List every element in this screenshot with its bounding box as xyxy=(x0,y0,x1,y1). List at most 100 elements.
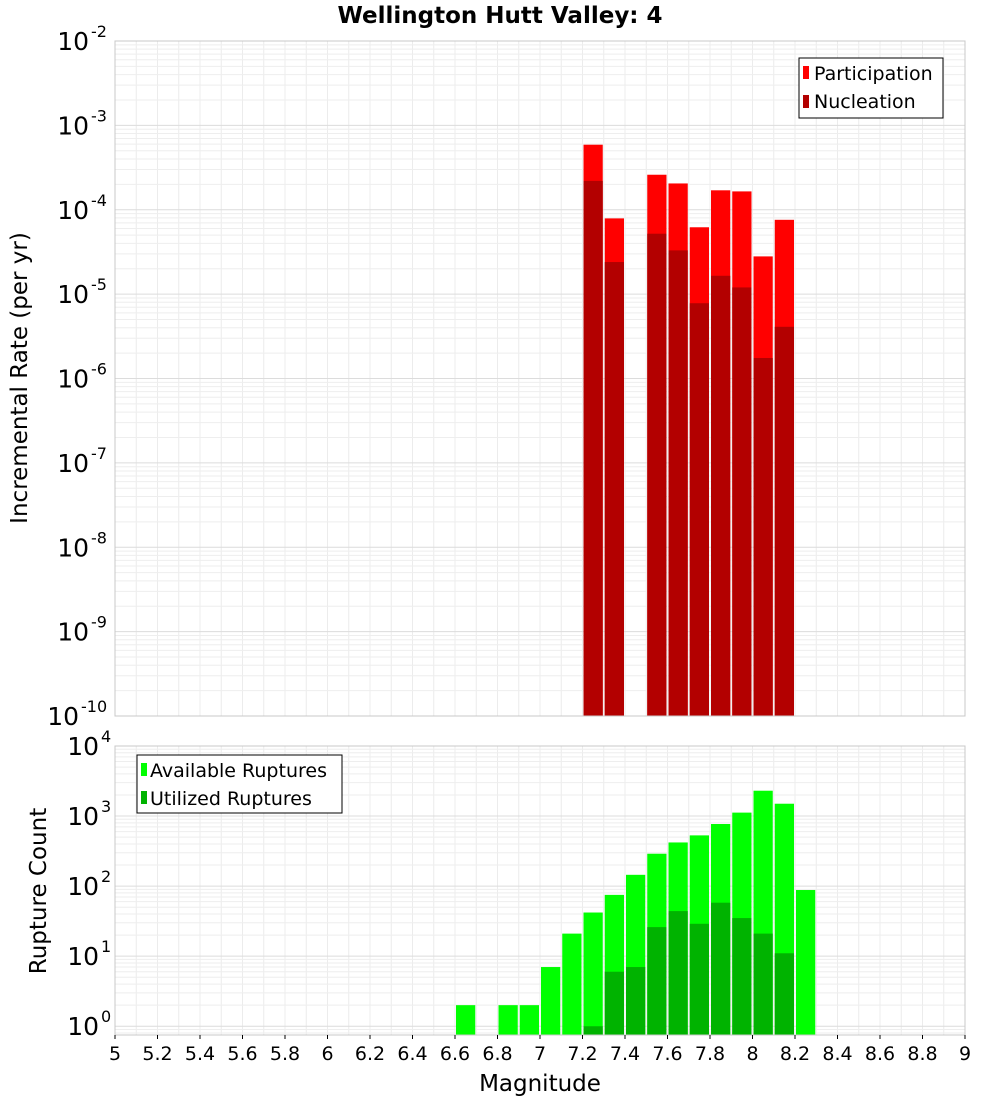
y-tick-exponent: -5 xyxy=(91,275,107,294)
legend-swatch-nucleation xyxy=(803,95,809,108)
x-tick-label: 6.4 xyxy=(397,1043,427,1065)
legend-swatch-available xyxy=(141,763,147,776)
y-tick-exponent: 4 xyxy=(101,727,111,746)
legend-label-utilized: Utilized Ruptures xyxy=(150,788,312,810)
y-tick-base: 10 xyxy=(57,280,89,309)
bottom-y-tick-label: 10 3 xyxy=(67,797,111,831)
legend-label-available: Available Ruptures xyxy=(150,760,327,782)
bottom-bar-available-ruptures xyxy=(562,933,582,1035)
y-tick-exponent: -2 xyxy=(91,22,107,41)
top-plot-border xyxy=(114,40,966,717)
y-tick-base: 10 xyxy=(57,111,89,140)
y-tick-base: 10 xyxy=(57,27,89,56)
bottom-y-tick-label: 10 2 xyxy=(67,867,111,901)
y-tick-exponent: -7 xyxy=(91,444,107,463)
bottom-bar-utilized-ruptures xyxy=(626,967,646,1035)
y-tick-base: 10 xyxy=(57,365,89,394)
x-tick-label: 8.6 xyxy=(865,1043,895,1065)
x-tick-label: 7.4 xyxy=(610,1043,640,1065)
y-tick-exponent: 2 xyxy=(101,867,111,886)
x-tick-label: 5 xyxy=(109,1043,121,1065)
top-y-tick-label: 10 -3 xyxy=(57,106,107,140)
legend-swatch-participation xyxy=(803,66,809,79)
y-tick-exponent: 1 xyxy=(101,937,111,956)
top-y-tick-label: 10 -8 xyxy=(57,528,107,562)
y-tick-base: 10 xyxy=(57,196,89,225)
top-y-tick-label: 10 -9 xyxy=(57,613,107,647)
bottom-bar-utilized-ruptures xyxy=(604,971,624,1035)
top-bar-nucleation xyxy=(668,250,688,717)
legend-label-participation: Participation xyxy=(814,63,933,85)
y-tick-exponent: 3 xyxy=(101,797,111,816)
top-bar-nucleation xyxy=(647,233,667,716)
top-y-tick-label: 10 -2 xyxy=(57,22,107,56)
bottom-y-tick-label: 10 4 xyxy=(67,727,111,761)
y-tick-exponent: 0 xyxy=(101,1007,111,1026)
top-y-tick-label: 10 -5 xyxy=(57,275,107,309)
top-y-tick-label: 10 -4 xyxy=(57,191,107,225)
x-ticks: 5 5.2 5.4 5.6 5.8 6 6.2 6.4 6.6 6.8 7 7.2 7.4 7.6 7.8 8… xyxy=(109,1035,971,1065)
bottom-bar-available-ruptures xyxy=(541,967,561,1035)
x-tick-label: 5.2 xyxy=(142,1043,172,1065)
bottom-bar-available-ruptures xyxy=(583,912,603,1035)
x-tick-label: 5.4 xyxy=(185,1043,215,1065)
y-tick-exponent: -10 xyxy=(81,697,107,716)
x-tick-label: 6.2 xyxy=(355,1043,385,1065)
bottom-legend-box xyxy=(136,754,343,814)
bottom-grid xyxy=(115,746,965,1035)
bottom-bar-utilized-ruptures xyxy=(583,1026,603,1035)
legend-label-nucleation: Nucleation xyxy=(814,91,916,113)
y-tick-exponent: -8 xyxy=(91,528,107,547)
y-tick-exponent: -3 xyxy=(91,106,107,125)
bottom-y-axis-label: Rupture Count xyxy=(26,808,52,974)
top-bar-nucleation xyxy=(583,180,603,716)
bottom-bar-available-ruptures xyxy=(519,1005,539,1035)
bottom-bar-utilized-ruptures xyxy=(774,953,794,1035)
top-y-tick-label: 10 -7 xyxy=(57,444,107,478)
bottom-bar-utilized-ruptures xyxy=(647,927,667,1035)
top-bars xyxy=(583,144,794,717)
bottom-bar-utilized-ruptures xyxy=(753,933,773,1035)
x-tick-label: 8.8 xyxy=(907,1043,937,1065)
top-bar-nucleation xyxy=(774,326,794,716)
x-tick-label: 9 xyxy=(959,1043,971,1065)
y-tick-base: 10 xyxy=(67,1012,99,1041)
x-tick-label: 7.6 xyxy=(652,1043,682,1065)
top-bar-nucleation xyxy=(711,275,731,716)
y-tick-base: 10 xyxy=(57,618,89,647)
y-tick-exponent: -6 xyxy=(91,360,107,379)
y-tick-base: 10 xyxy=(67,802,99,831)
bottom-bars xyxy=(456,790,816,1035)
top-y-tick-label: 10 -6 xyxy=(57,360,107,394)
top-bar-nucleation xyxy=(732,287,752,716)
y-tick-base: 10 xyxy=(57,533,89,562)
top-y-axis-label: Incremental Rate (per yr) xyxy=(7,232,33,524)
x-tick-label: 7 xyxy=(534,1043,546,1065)
y-tick-base: 10 xyxy=(67,872,99,901)
x-tick-label: 8 xyxy=(746,1043,758,1065)
x-tick-label: 7.2 xyxy=(567,1043,597,1065)
y-tick-base: 10 xyxy=(67,732,99,761)
x-tick-label: 5.6 xyxy=(227,1043,257,1065)
y-tick-exponent: -9 xyxy=(91,613,107,632)
x-tick-label: 6.6 xyxy=(440,1043,470,1065)
bottom-bar-available-ruptures xyxy=(456,1005,476,1035)
top-bar-nucleation xyxy=(753,357,773,716)
y-tick-base: 10 xyxy=(47,702,79,731)
bottom-y-tick-label: 10 1 xyxy=(67,937,111,971)
y-tick-base: 10 xyxy=(57,449,89,478)
x-tick-label: 8.4 xyxy=(822,1043,852,1065)
bottom-bar-utilized-ruptures xyxy=(711,902,731,1035)
x-tick-label: 7.8 xyxy=(695,1043,725,1065)
bottom-bar-utilized-ruptures xyxy=(689,923,709,1035)
x-tick-label: 6.8 xyxy=(482,1043,512,1065)
x-tick-label: 6 xyxy=(321,1043,333,1065)
top-bar-nucleation xyxy=(604,262,624,716)
top-grid xyxy=(115,41,965,717)
x-tick-label: 8.2 xyxy=(780,1043,810,1065)
